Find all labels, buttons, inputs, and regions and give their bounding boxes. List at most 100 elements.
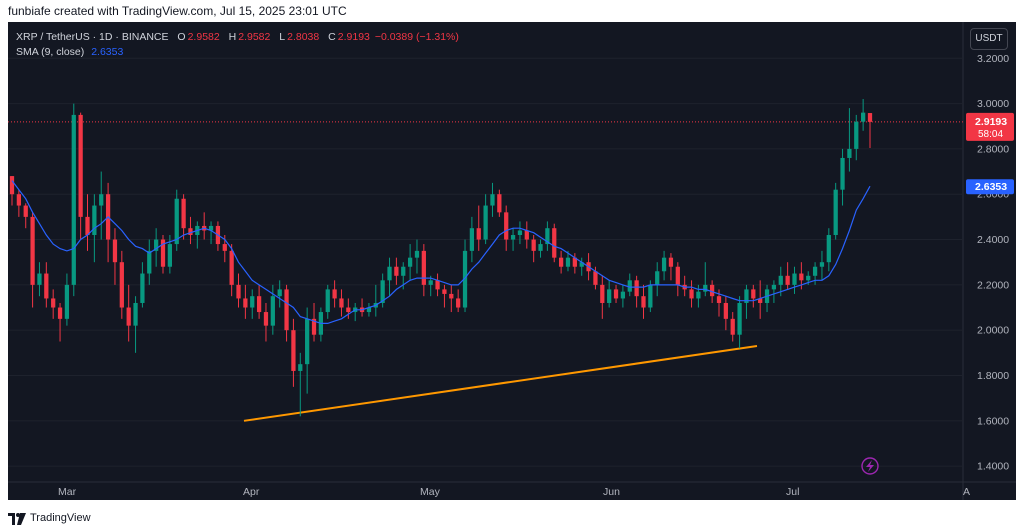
candle-body [840,157,845,190]
candle [181,194,186,240]
candle [565,250,571,272]
candle [339,289,344,317]
candle [44,262,49,308]
candle [785,262,790,290]
open-value: 2.9582 [187,31,220,43]
candle-body [538,244,543,251]
candle [737,296,742,349]
candle [469,216,475,263]
price-axis: 3.20003.00002.80002.60002.40002.20002.00… [977,53,1009,473]
candle-body [847,148,852,158]
candle-body [263,312,269,326]
candle-body [380,280,385,303]
candle-body [435,280,440,290]
candle-body [531,239,536,251]
candle [744,284,749,319]
candle [661,250,667,281]
candle-body [256,296,262,313]
candle [236,273,241,308]
sma-line [11,180,871,324]
candle-body [188,228,193,236]
candlestick-chart[interactable]: 3.20003.00002.80002.60002.40002.20002.00… [8,22,1016,500]
candle-body [806,275,811,281]
candle [140,262,145,308]
candle [229,244,234,297]
candle [71,103,76,297]
candle-body [668,257,674,267]
candle [545,221,550,251]
candle [188,216,193,245]
candle [751,284,756,308]
candle [655,262,660,297]
candle-body [78,114,83,217]
candle [819,250,825,281]
candle-body [861,112,866,122]
sma-row: SMA (9, close) 2.6353 [16,45,459,60]
candle [613,284,619,303]
candle [250,289,255,319]
candle-body [710,284,715,297]
candle-body [812,266,818,276]
candle-body [16,194,21,206]
sma-label[interactable]: SMA (9, close) [16,46,85,58]
chart-panel[interactable]: 3.2000 3.0000 2.8000 2.6000 2.4000 2.2000 2.00… [8,22,1016,500]
symbol-label[interactable]: XRP / TetherUS · 1D · BINANCE [16,31,169,43]
candle-body [229,250,234,285]
candle [689,280,694,308]
candle [332,280,337,308]
sma-badge[interactable]: 2.6353 [966,179,1014,195]
candle [243,284,248,319]
candle-body [243,298,248,308]
candle-body [112,239,118,263]
support-trendline[interactable] [243,345,758,422]
candle-body [37,273,42,285]
candle-body [819,262,825,267]
candle-body [23,205,28,217]
time-axis: Mar Apr May Jun Jul A [58,486,970,498]
candle-body [545,228,550,245]
candle [490,182,495,217]
candle-body [572,257,577,267]
candle [380,273,385,308]
candle-body [174,198,179,245]
candle-body [723,302,728,319]
x-tick-label: May [420,486,441,498]
candle-body [449,293,454,299]
candle [703,262,708,297]
candle [78,112,83,240]
candle [160,235,166,274]
candle [291,318,296,387]
candle-body [71,114,76,285]
candle [641,284,646,319]
currency-button[interactable]: USDT [970,28,1008,50]
candle [764,284,770,313]
candle [414,239,420,274]
x-tick-label: A [963,486,970,498]
candle-body [497,194,502,213]
candle-body [778,275,783,285]
candle [57,302,63,342]
candle-body [325,289,330,313]
candle [346,298,351,319]
countdown-text: 58:04 [978,129,1003,140]
candle-body [291,330,296,371]
candle [421,244,426,297]
candle-body [414,250,420,258]
candle-body [119,262,124,308]
candle [483,194,488,245]
candle-body [222,244,227,251]
alert-icon[interactable] [861,457,879,475]
candle-body [620,291,626,299]
grid [8,22,1016,500]
candle-body [394,266,399,276]
candle [758,280,763,319]
candle [792,266,797,294]
candle-body [703,284,708,292]
candle [634,275,639,308]
candle [407,244,413,281]
candle [263,302,269,342]
candle [387,257,392,297]
